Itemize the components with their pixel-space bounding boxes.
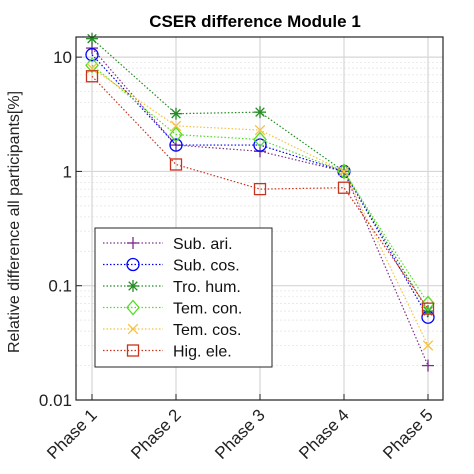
legend-marker: [127, 323, 139, 335]
marker-stroke: [170, 120, 182, 132]
x-tick-label: Phase 5: [379, 405, 437, 463]
legend-box: [94, 227, 273, 368]
data-point: [421, 302, 435, 315]
data-point: [85, 57, 99, 74]
marker-shape: [126, 257, 140, 272]
data-point: [169, 158, 183, 171]
x-tick-label: Phase 2: [127, 405, 185, 463]
x-tick-label: Phase 3: [211, 405, 269, 463]
marker-shape: [126, 344, 140, 357]
legend-item-sub-ari: Sub. ari.: [103, 236, 233, 253]
marker-stroke: [87, 33, 97, 44]
marker-stroke: [338, 166, 350, 177]
data-point: [338, 166, 350, 177]
data-point: [253, 182, 267, 196]
legend-label: Tro. hum.: [173, 279, 241, 296]
series-line: [91, 75, 429, 309]
legend-label: Tem. con.: [173, 301, 242, 318]
data-point: [253, 131, 267, 148]
series-layer: [85, 32, 435, 372]
data-point: [254, 124, 266, 136]
data-point: [170, 120, 182, 132]
data-point: [422, 340, 434, 351]
marker-shape: [169, 138, 183, 152]
data-point: [85, 70, 99, 83]
data-point: [422, 359, 434, 372]
marker-shape: [126, 299, 140, 316]
data-point: [170, 107, 182, 120]
marker-shape: [169, 158, 183, 171]
x-axis: Phase 1 Phase 2 Phase 3 Phase 4 Phase 5: [43, 394, 437, 463]
marker-shape: [253, 131, 267, 148]
y-axis: 0.01 0.1 1 10: [39, 48, 82, 410]
y-tick-label: 10: [53, 48, 72, 67]
legend-label: Hig. ele.: [173, 344, 232, 361]
data-point: [254, 106, 266, 119]
marker-shape: [85, 57, 99, 74]
data-point: [169, 126, 183, 143]
marker-stroke: [128, 281, 138, 291]
marker-stroke: [254, 124, 266, 136]
marker-stroke: [255, 107, 265, 117]
series-hig-ele: [85, 70, 435, 315]
chart-title: CSER difference Module 1: [149, 12, 361, 31]
marker-shape: [85, 48, 99, 62]
series-tem-con: [85, 57, 435, 312]
marker-shape: [421, 295, 435, 312]
legend-marker: [127, 237, 139, 249]
marker-shape: [253, 182, 267, 196]
data-point: [421, 295, 435, 312]
marker-stroke: [171, 108, 181, 119]
y-tick-label: 0.01: [39, 391, 72, 410]
marker-shape: [169, 126, 183, 143]
data-point: [85, 48, 99, 62]
legend-item-tem-cos: Tem. cos.: [103, 322, 241, 339]
series-tem-cos: [86, 62, 434, 351]
legend-label: Tem. cos.: [173, 322, 241, 339]
marker-shape: [85, 70, 99, 83]
legend-item-sub-cos: Sub. cos.: [103, 258, 240, 275]
marker-shape: [337, 181, 351, 194]
data-point: [86, 32, 98, 45]
y-tick-label: 1: [63, 162, 72, 181]
x-tick-label: Phase 4: [295, 405, 353, 463]
marker-shape: [337, 163, 351, 180]
legend-item-hig-ele: Hig. ele.: [103, 344, 232, 361]
data-point: [169, 138, 183, 152]
legend: Sub. ari. Sub. cos. Tro. hum. Tem. con. Tem.…: [94, 227, 273, 368]
marker-stroke: [422, 340, 434, 351]
marker-stroke: [127, 323, 139, 335]
legend-marker: [126, 299, 140, 316]
series-line: [91, 64, 429, 304]
y-tick-label: 0.1: [48, 277, 72, 296]
legend-label: Sub. ari.: [173, 236, 233, 253]
legend-item-tro-hum: Tro. hum.: [103, 279, 241, 296]
legend-marker: [126, 257, 140, 272]
data-point: [337, 163, 351, 180]
legend-label: Sub. cos.: [173, 258, 240, 275]
series-line: [91, 54, 429, 318]
x-tick-label: Phase 1: [43, 405, 101, 463]
data-point: [337, 181, 351, 194]
marker-shape: [421, 302, 435, 315]
legend-marker: [127, 280, 139, 292]
legend-item-tem-con: Tem. con.: [103, 299, 242, 318]
y-axis-label: Relative difference all participants[%]: [6, 91, 23, 353]
legend-marker: [126, 344, 140, 357]
